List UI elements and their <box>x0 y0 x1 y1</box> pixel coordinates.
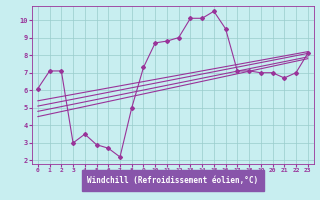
X-axis label: Windchill (Refroidissement éolien,°C): Windchill (Refroidissement éolien,°C) <box>87 176 258 185</box>
